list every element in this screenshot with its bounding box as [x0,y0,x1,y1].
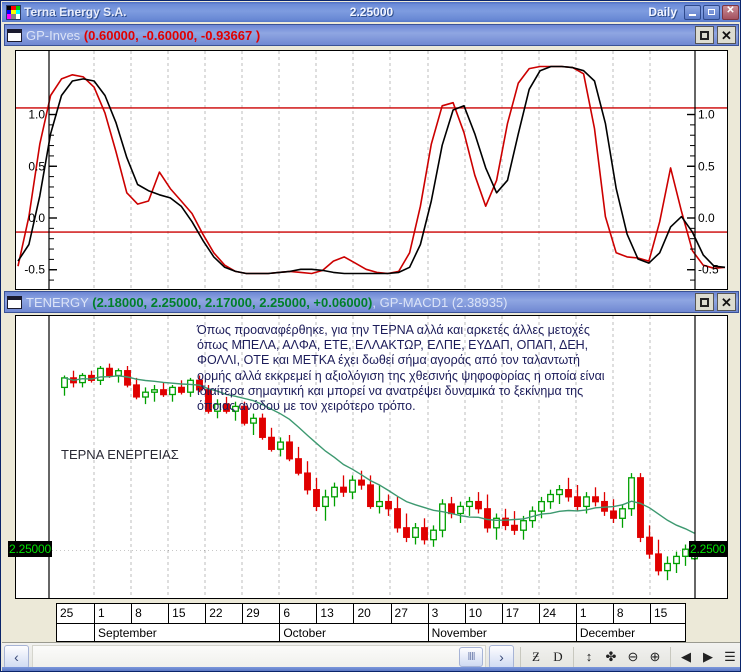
price-tag-right: 2.2500 [689,541,727,558]
date-axis-day: 10 [464,604,502,623]
date-axis-day: 15 [649,604,687,623]
date-axis-day: 22 [205,604,242,623]
oscillator-restore-button[interactable] [695,26,714,44]
scroll-right-button[interactable]: › [489,644,514,669]
list-view-tool[interactable]: ☰ [724,649,736,664]
price-svg [16,316,727,598]
palette-icon [6,4,21,20]
date-axis-day: 24 [538,604,576,623]
date-axis-day: 13 [316,604,353,623]
oscillator-close-button[interactable]: ✕ [717,26,736,44]
date-axis-month: December [575,624,687,642]
date-axis-day: 1 [575,604,613,623]
price-restore-button[interactable] [695,293,714,311]
series-name-label: ΤΕΡΝΑ ΕΝΕΡΓΕΙΑΣ [61,447,179,462]
bottom-toolbar: ‹ ‖‖ › Ƶ D ↕ ✤ ⊖ ⊕ ◀ ▶ ☰ [2,642,740,670]
date-axis-day: 25 [60,606,74,620]
date-axis-month: November [427,624,576,642]
date-axis-day: 8 [131,604,168,623]
date-axis-day: 15 [168,604,205,623]
oscillator-panel-header[interactable]: GP-Inves (0.60000, -0.60000, -0.93667 ) … [4,24,739,46]
horizontal-scrollbar[interactable]: ‖‖ [32,644,486,669]
zoom-in-tool[interactable]: ⊕ [649,649,661,664]
oscillator-values: (0.60000, -0.60000, -0.93667 ) [83,27,261,43]
oscillator-indicator-name: GP-Inves [26,27,81,43]
step-back-tool[interactable]: ◀ [681,649,691,664]
date-axis-day: 8 [612,604,650,623]
oscillator-svg [16,51,727,289]
window-titlebar[interactable]: Terna Energy S.A. 2.25000 Daily ✕ [2,2,740,22]
close-button[interactable]: ✕ [722,4,739,20]
zoom-out-tool[interactable]: ⊖ [627,649,639,664]
window-title: Terna Energy S.A. [24,5,127,19]
toolbar-separator [520,646,521,667]
date-axis-day: 3 [427,604,465,623]
date-axis-month: September [94,624,279,642]
toolbar-separator [670,646,671,667]
window-bottom-border [2,667,740,671]
price-symbol: TENERGY [26,294,89,310]
date-axis-day: 27 [390,604,428,623]
interval-label: Daily [648,5,677,19]
refresh-tool[interactable]: Ƶ [532,649,540,664]
date-axis-day: 1 [94,604,131,623]
date-axis-month: October [279,624,427,642]
chart-annotation-text: Όπως προαναφέρθηκε, για την ΤΕΡΝΑ αλλά κ… [197,323,605,414]
date-axis[interactable]: 25 1 8 15 22 29 6 13 20 27 3 10 17 24 1 8 15 September Oc… [56,603,686,642]
window-icon [7,28,22,42]
price-plot[interactable] [15,315,728,599]
price-tag-left: 2.25000 [8,541,52,558]
date-axis-month [57,624,94,642]
minimize-button[interactable] [684,4,701,20]
macd-indicator-name: GP-MACD1 [379,294,449,310]
price-close-button[interactable]: ✕ [717,293,736,311]
date-axis-day: 20 [353,604,390,623]
price-panel-header[interactable]: TENERGY (2.18000, 2.25000, 2.17000, 2.25… [4,291,739,313]
pan-tool[interactable]: ✤ [605,649,617,664]
macd-value: (2.38935) [451,294,508,310]
window-icon [7,295,22,309]
vertical-scale-tool[interactable]: ↕ [585,649,593,664]
daily-periodicity-tool[interactable]: D [553,649,563,664]
price-ohlc: (2.18000, 2.25000, 2.17000, 2.25000, +0.… [92,294,373,310]
maximize-button[interactable] [703,4,720,20]
step-forward-tool[interactable]: ▶ [703,649,713,664]
scrollbar-thumb[interactable]: ‖‖ [459,646,483,667]
date-axis-day: 29 [242,604,279,623]
scroll-left-button[interactable]: ‹ [4,644,29,669]
toolbar-separator [573,646,574,667]
oscillator-plot[interactable] [15,50,728,290]
date-axis-day: 6 [279,604,316,623]
date-axis-day: 17 [501,604,539,623]
date-axis-months-row: September October November December [57,623,685,642]
